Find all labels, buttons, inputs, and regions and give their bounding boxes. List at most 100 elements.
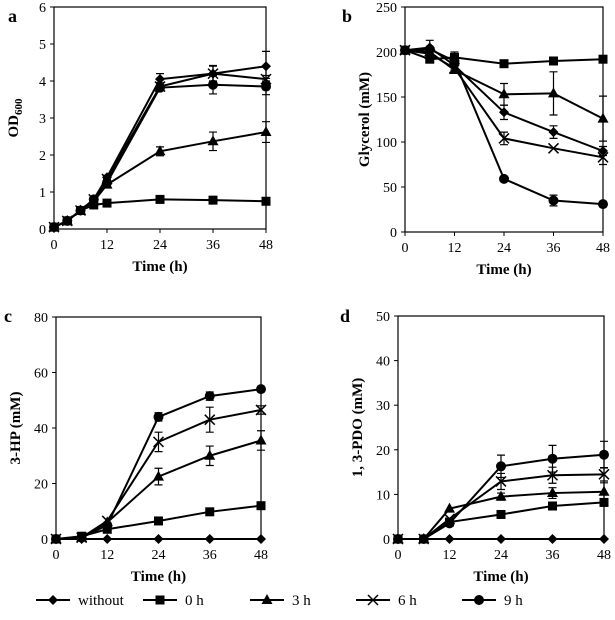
data-point-h9	[418, 534, 429, 544]
data-point-h9	[599, 449, 609, 460]
data-point-without	[499, 107, 509, 118]
y-axis-label-main: 1, 3-PDO (mM)	[350, 378, 366, 478]
x-axis-label: Time (h)	[476, 262, 531, 278]
y-axis-label-main: 3-HP (mM)	[8, 392, 24, 465]
legend-marker-circle	[474, 595, 484, 605]
y-axis-label: OD600	[6, 98, 25, 138]
data-point-h0	[205, 507, 215, 517]
legend-marker-square	[155, 595, 165, 605]
data-point-h0	[154, 516, 163, 526]
series-h6	[399, 44, 609, 166]
data-point-h6	[152, 436, 165, 448]
x-tick-label: 36	[547, 241, 561, 256]
data-point-h9	[155, 82, 165, 93]
y-tick-label: 50	[383, 181, 397, 196]
data-point-h9	[204, 391, 215, 402]
data-point-h0	[208, 195, 218, 205]
panel-label: a	[8, 6, 17, 26]
legend-marker-triangle	[261, 594, 273, 604]
data-point-h9	[76, 532, 87, 543]
data-point-h3	[597, 112, 609, 123]
data-point-h6	[498, 132, 510, 144]
legend-item-h0: 0 h	[143, 593, 204, 609]
data-point-h3	[255, 434, 267, 445]
y-tick-label: 0	[41, 533, 48, 548]
x-tick-label: 36	[546, 548, 560, 563]
x-tick-label: 24	[497, 241, 511, 256]
legend-label: 9 h	[504, 593, 523, 609]
data-point-without	[599, 534, 609, 544]
data-point-h3	[548, 87, 559, 98]
data-point-h9	[548, 195, 559, 206]
data-point-h0	[548, 501, 557, 511]
data-point-h6	[207, 68, 219, 80]
data-point-h3	[495, 490, 507, 501]
data-point-without	[204, 534, 215, 544]
legend-label: 3 h	[292, 593, 311, 609]
y-tick-label: 0	[383, 533, 390, 548]
data-point-h9	[547, 453, 558, 464]
x-tick-label: 48	[596, 241, 610, 256]
data-point-h9	[208, 79, 218, 90]
legend-label: 0 h	[185, 593, 204, 609]
x-tick-label: 36	[203, 548, 217, 563]
x-axis-label: Time (h)	[473, 569, 528, 585]
y-axis-label: 3-HP (mM)	[8, 392, 24, 465]
data-point-h0	[261, 196, 271, 206]
legend-label: without	[78, 593, 125, 609]
data-point-h0	[496, 509, 506, 519]
data-point-h0	[499, 59, 509, 69]
data-point-without	[548, 127, 559, 138]
data-point-h9	[393, 534, 403, 544]
data-point-h9	[88, 194, 99, 205]
data-point-h0	[599, 497, 609, 507]
y-tick-label: 50	[376, 310, 390, 325]
data-point-h9	[62, 215, 73, 226]
data-point-h3	[153, 470, 164, 481]
data-point-h0	[256, 501, 266, 511]
y-tick-label: 20	[34, 478, 48, 493]
legend-item-h6: 6 h	[356, 593, 417, 609]
x-tick-label: 12	[443, 548, 457, 563]
series-line-h6	[404, 49, 604, 159]
x-tick-label: 0	[395, 548, 402, 563]
y-tick-label: 250	[376, 1, 397, 16]
series-h9	[393, 440, 609, 544]
data-point-without	[444, 534, 455, 544]
x-tick-label: 48	[259, 238, 273, 253]
series-h9	[49, 74, 271, 233]
legend-item-h3: 3 h	[250, 593, 311, 609]
y-tick-label: 100	[376, 136, 397, 151]
data-point-without	[102, 534, 113, 544]
x-tick-label: 0	[402, 241, 409, 256]
y-tick-label: 20	[376, 444, 390, 459]
x-tick-label: 12	[448, 241, 462, 256]
data-point-h9	[424, 44, 435, 55]
data-point-h3	[444, 502, 455, 513]
data-point-h3	[547, 487, 558, 498]
data-point-h9	[153, 411, 164, 422]
data-point-h6	[597, 151, 609, 163]
data-point-h3	[154, 145, 166, 156]
y-tick-label: 40	[376, 355, 390, 370]
data-point-h0	[425, 54, 435, 64]
y-tick-label: 2	[39, 149, 46, 164]
panel-label: c	[4, 306, 12, 326]
y-tick-label: 30	[376, 399, 390, 414]
y-axis-label-main: OD	[6, 115, 22, 138]
y-tick-label: 0	[390, 226, 397, 241]
data-point-h9	[256, 384, 266, 395]
data-point-h6	[547, 142, 560, 154]
y-axis-label: 1, 3-PDO (mM)	[350, 378, 366, 478]
data-point-h6	[495, 475, 507, 487]
y-tick-label: 5	[39, 38, 46, 53]
data-point-h9	[449, 56, 460, 66]
data-point-h9	[102, 177, 112, 188]
data-point-h9	[598, 199, 608, 210]
data-point-h0	[598, 54, 608, 64]
legend-marker-diamond	[48, 595, 58, 605]
panel-label: b	[342, 6, 352, 26]
x-tick-label: 12	[100, 548, 114, 563]
y-tick-label: 4	[39, 75, 46, 90]
